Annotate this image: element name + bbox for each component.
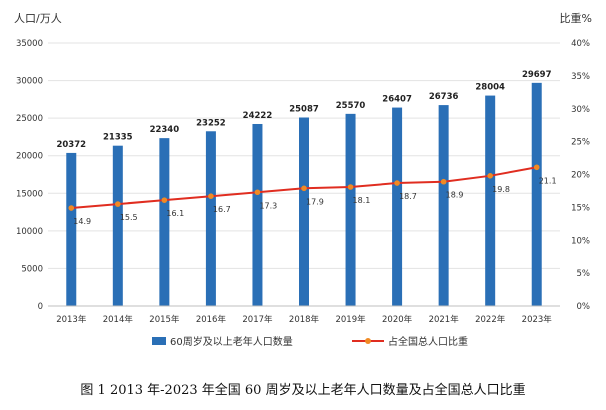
line-point <box>254 189 261 196</box>
line-point <box>68 205 75 211</box>
bar-value-label: 26736 <box>429 92 459 102</box>
bar <box>205 131 216 306</box>
bar <box>485 95 496 306</box>
left-tick-label: 15000 <box>16 189 43 199</box>
line-point <box>533 164 540 171</box>
bar <box>159 138 170 306</box>
right-tick-label: 40% <box>571 39 590 49</box>
line-value-label: 16.1 <box>166 209 184 218</box>
bar-value-label: 21335 <box>103 133 133 143</box>
chart: 0 5000 10000 15000 20000 25000 30000 35000 0% 5%… <box>14 11 592 348</box>
right-tick-label: 25% <box>571 138 590 148</box>
right-tick-label: 5% <box>577 269 591 279</box>
line-value-label: 15.5 <box>120 213 138 222</box>
bar-value-label: 23252 <box>196 118 226 128</box>
left-tick-label: 0 <box>38 302 43 312</box>
line-value-label: 17.3 <box>259 201 277 210</box>
bar <box>531 82 542 306</box>
line-point <box>394 180 400 186</box>
right-tick-label: 15% <box>571 203 590 213</box>
line-point <box>208 193 214 199</box>
bar-value-label: 24222 <box>243 111 273 121</box>
bar-value-label: 29697 <box>522 70 552 80</box>
right-tick-label: 35% <box>571 72 590 82</box>
bar-value-label: 25570 <box>336 101 366 111</box>
line-value-label: 21.1 <box>539 176 557 185</box>
x-tick-label: 2013年 <box>56 314 87 325</box>
right-tick-label: 0% <box>577 302 591 312</box>
bar-value-label: 20372 <box>56 140 86 150</box>
bar <box>252 123 263 306</box>
left-tick-label: 25000 <box>16 114 43 124</box>
x-tick-label: 2021年 <box>429 314 460 325</box>
left-tick-label: 35000 <box>16 39 43 49</box>
legend-line-marker <box>365 338 371 344</box>
x-tick-label: 2014年 <box>103 314 134 325</box>
x-tick-label: 2023年 <box>522 314 553 325</box>
left-tick-label: 10000 <box>16 227 43 237</box>
legend-bar-label: 60周岁及以上老年人口数量 <box>170 335 293 348</box>
line-value-label: 14.9 <box>73 217 91 226</box>
bar <box>392 107 403 307</box>
bar <box>299 117 309 307</box>
left-axis: 0 5000 10000 15000 20000 25000 30000 35000 <box>16 39 43 312</box>
bar-value-label: 26407 <box>382 95 412 105</box>
left-axis-title: 人口/万人 <box>14 12 62 25</box>
x-tick-label: 2022年 <box>475 314 506 325</box>
legend-bar-swatch <box>152 337 166 345</box>
x-tick-label: 2016年 <box>196 314 227 325</box>
right-axis-title: 比重% <box>560 11 592 25</box>
bar <box>345 113 356 306</box>
line-value-label: 17.9 <box>306 197 324 206</box>
right-axis: 0% 5% 10% 15% 20% 25% 30% 35% 40% <box>571 39 590 312</box>
line-point <box>115 201 121 207</box>
legend-line-label: 占全国总人口比重 <box>388 335 468 348</box>
x-tick-label: 2020年 <box>382 314 413 325</box>
figure-caption: 图 1 2013 年-2023 年全国 60 周岁及以上老年人口数量及占全国总人… <box>80 383 526 398</box>
line-value-label: 18.7 <box>399 192 417 201</box>
bar-value-label: 22340 <box>150 125 180 135</box>
left-tick-label: 30000 <box>16 77 43 87</box>
line-point <box>347 184 354 190</box>
bar-value-label: 25087 <box>289 104 319 114</box>
legend: 60周岁及以上老年人口数量 占全国总人口比重 <box>152 335 468 348</box>
x-axis: 2013年 2014年 2015年 2016年 2017年 2018年 2019年 2020年… <box>48 305 560 325</box>
right-tick-label: 30% <box>571 105 590 115</box>
line-point <box>440 178 447 185</box>
line-value-label: 16.7 <box>213 205 231 214</box>
bar-data-labels: 20372 21335 22340 23252 24222 25087 25570 26407… <box>56 70 551 150</box>
x-tick-label: 2017年 <box>242 314 273 325</box>
left-tick-label: 5000 <box>21 264 43 274</box>
right-tick-label: 20% <box>571 171 590 181</box>
line-value-label: 18.1 <box>353 196 371 205</box>
right-tick-label: 10% <box>571 236 590 246</box>
x-tick-label: 2019年 <box>335 314 366 325</box>
line-series <box>68 164 540 211</box>
line-point <box>487 173 493 179</box>
line-value-label: 19.8 <box>492 185 510 194</box>
bar-series <box>66 82 542 307</box>
bar-value-label: 28004 <box>475 83 505 93</box>
line-value-label: 18.9 <box>446 191 464 200</box>
bar <box>438 105 449 307</box>
bar <box>112 145 123 306</box>
left-tick-label: 20000 <box>16 152 43 162</box>
bar <box>66 152 77 306</box>
line-data-labels: 14.9 15.5 16.1 16.7 17.3 17.9 18.1 18.7 18.9 19.8… <box>73 176 556 226</box>
x-tick-label: 2015年 <box>149 314 180 325</box>
line-point <box>161 197 168 203</box>
line-point <box>301 185 307 192</box>
x-tick-label: 2018年 <box>289 314 320 325</box>
